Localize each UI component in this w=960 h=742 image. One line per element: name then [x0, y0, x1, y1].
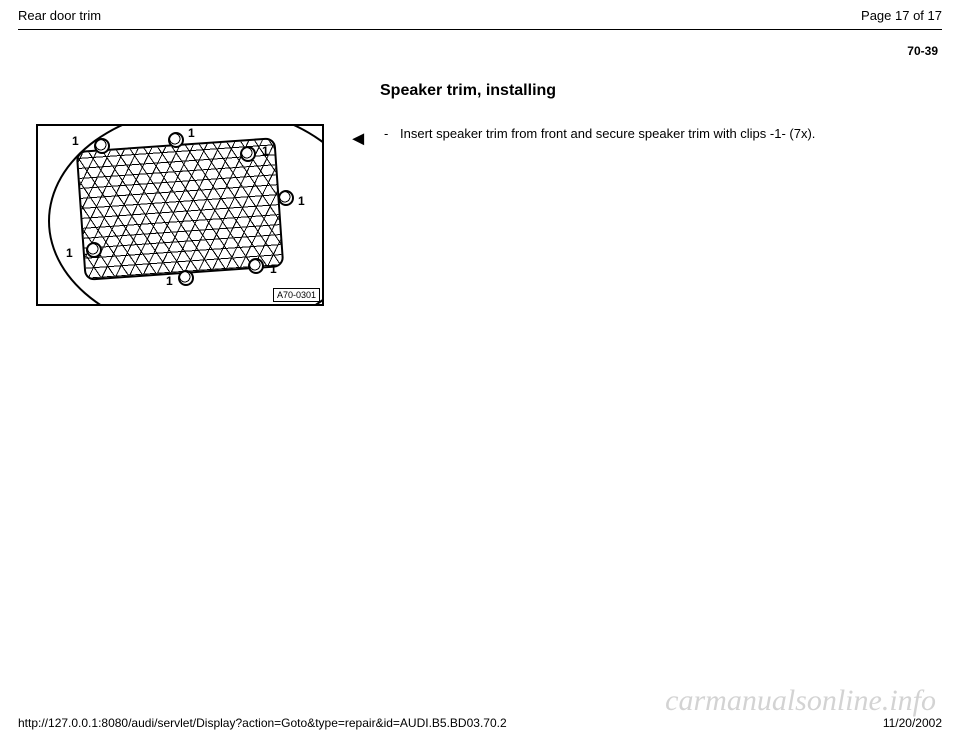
footer-url: http://127.0.0.1:8080/audi/servlet/Displ…	[18, 716, 507, 730]
bullet-dash: -	[384, 126, 392, 141]
clip-icon	[86, 242, 102, 258]
instruction-text: Insert speaker trim from front and secur…	[400, 126, 815, 141]
watermark-text: carmanualsonline.info	[665, 684, 936, 718]
clip-label: 1	[262, 144, 269, 158]
arrow-marker-icon: ◄	[340, 124, 368, 306]
clip-label: 1	[166, 274, 173, 288]
clip-label: 1	[188, 126, 195, 140]
clip-icon	[248, 258, 264, 274]
doc-title: Rear door trim	[18, 8, 101, 23]
instruction-block: - Insert speaker trim from front and sec…	[384, 124, 940, 306]
clip-icon	[178, 270, 194, 286]
clip-label: 1	[72, 134, 79, 148]
section-title: Speaker trim, installing	[380, 58, 960, 100]
figure-id: A70-0301	[273, 288, 320, 302]
clip-icon	[94, 138, 110, 154]
clip-label: 1	[298, 194, 305, 208]
page-reference: 70-39	[0, 30, 960, 58]
clip-label: 1	[66, 246, 73, 260]
page-number: Page 17 of 17	[861, 8, 942, 23]
clip-icon	[240, 146, 256, 162]
clip-label: 1	[270, 262, 277, 276]
clip-icon	[278, 190, 294, 206]
clip-icon	[168, 132, 184, 148]
footer-date: 11/20/2002	[883, 716, 942, 730]
technical-figure: 1 1 1 1 1 1 1 A70-0301	[36, 124, 324, 306]
